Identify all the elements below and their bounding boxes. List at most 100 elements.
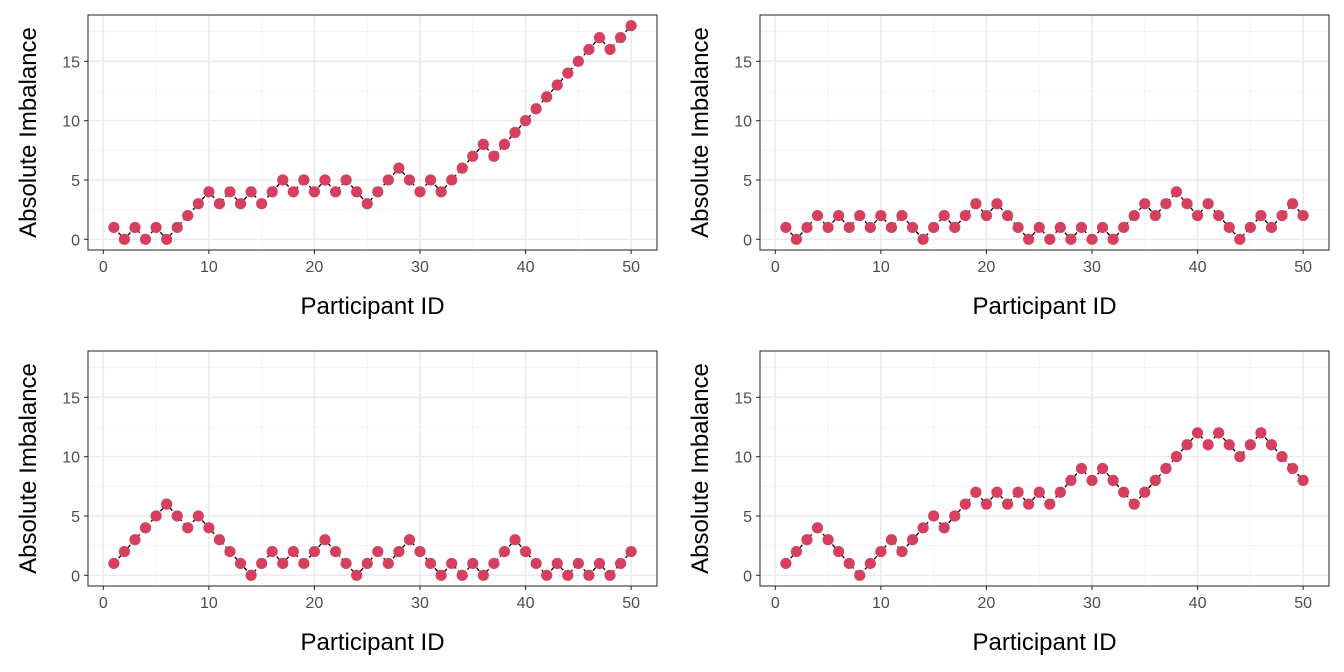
data-point xyxy=(203,522,215,534)
data-point xyxy=(393,545,405,558)
data-point xyxy=(245,186,257,198)
data-point xyxy=(1265,221,1278,234)
data-point xyxy=(780,221,792,234)
data-point xyxy=(118,233,131,245)
data-point xyxy=(843,557,855,570)
data-point xyxy=(361,198,373,210)
data-point xyxy=(234,198,247,210)
data-point xyxy=(161,233,173,245)
data-point xyxy=(414,545,426,558)
data-point xyxy=(572,557,584,570)
data-point xyxy=(329,186,342,198)
data-point xyxy=(234,557,247,570)
data-point xyxy=(467,557,479,570)
data-point xyxy=(361,557,373,570)
data-point xyxy=(864,557,876,570)
data-point xyxy=(329,545,342,558)
x-tick-label: 50 xyxy=(622,595,640,612)
x-tick-label: 20 xyxy=(306,595,324,612)
data-point xyxy=(1107,233,1119,245)
data-point xyxy=(213,534,226,546)
data-point xyxy=(1023,233,1035,245)
data-point xyxy=(351,186,363,198)
data-point xyxy=(139,233,152,245)
data-point xyxy=(583,43,595,56)
data-point xyxy=(780,557,792,570)
data-point xyxy=(1128,209,1140,222)
data-point xyxy=(1276,209,1288,222)
data-point xyxy=(287,545,299,558)
x-tick-label: 0 xyxy=(771,595,780,612)
data-point xyxy=(625,20,637,32)
panel-2: 0 10 20 30 40 50 0 5 10 15 Participant ID Absolute … xyxy=(687,14,1330,320)
data-point xyxy=(875,545,887,558)
data-point xyxy=(498,545,511,558)
data-point xyxy=(118,545,131,558)
x-tick-label: 30 xyxy=(411,259,429,276)
data-point xyxy=(488,557,500,570)
data-point xyxy=(1139,486,1151,498)
data-point xyxy=(1191,427,1204,439)
x-tick-label: 50 xyxy=(1294,595,1312,612)
data-point xyxy=(562,569,574,581)
data-point xyxy=(1202,439,1214,451)
data-point xyxy=(928,510,940,522)
panel-border xyxy=(87,14,658,251)
data-point xyxy=(1118,221,1130,234)
data-point xyxy=(382,557,394,570)
data-point xyxy=(1149,209,1161,222)
x-axis-title: Participant ID xyxy=(300,293,444,320)
panel-3: 0 10 20 30 40 50 0 5 10 15 Participant ID Absolute … xyxy=(15,350,658,656)
data-point xyxy=(541,569,553,581)
y-tick-label: 10 xyxy=(734,114,752,131)
data-point xyxy=(562,67,574,79)
data-point xyxy=(139,522,152,534)
data-point xyxy=(625,545,637,558)
data-point xyxy=(1170,451,1183,463)
y-axis-title: Absolute Imbalance xyxy=(15,27,42,238)
y-tick-label: 10 xyxy=(734,450,752,467)
x-tick-label: 0 xyxy=(99,259,108,276)
data-point xyxy=(790,233,803,245)
data-point xyxy=(1223,439,1235,451)
data-point xyxy=(917,233,929,245)
data-point xyxy=(1054,486,1066,498)
data-point xyxy=(424,174,437,186)
data-point xyxy=(403,174,416,186)
data-point xyxy=(1255,427,1267,439)
data-point xyxy=(583,569,595,581)
panel-background xyxy=(760,15,1329,250)
data-point xyxy=(790,545,803,558)
data-point xyxy=(382,174,394,186)
data-point xyxy=(949,510,961,522)
x-tick-label: 20 xyxy=(978,259,996,276)
data-point xyxy=(1181,198,1193,210)
data-point xyxy=(319,174,331,186)
x-tick-label: 30 xyxy=(1083,259,1101,276)
data-point xyxy=(1096,221,1109,234)
data-point xyxy=(477,569,489,581)
data-point xyxy=(519,115,532,127)
x-tick-label: 20 xyxy=(978,595,996,612)
data-point xyxy=(393,162,405,174)
data-point xyxy=(1012,221,1024,234)
data-point xyxy=(182,209,194,222)
data-point xyxy=(843,221,855,234)
data-point xyxy=(970,486,982,498)
data-point xyxy=(1107,474,1119,486)
data-point xyxy=(833,209,845,222)
data-point xyxy=(1075,462,1088,475)
data-point xyxy=(424,557,437,570)
data-point xyxy=(938,522,950,534)
data-point xyxy=(277,174,289,186)
data-point xyxy=(414,186,426,198)
data-point xyxy=(1139,198,1151,210)
data-point xyxy=(949,221,961,234)
data-point xyxy=(917,522,929,534)
x-tick-label: 40 xyxy=(1189,595,1207,612)
y-tick-label: 10 xyxy=(62,114,80,131)
data-point xyxy=(150,510,162,522)
data-point xyxy=(530,103,542,115)
data-point xyxy=(1128,498,1140,510)
data-point xyxy=(1297,209,1309,222)
